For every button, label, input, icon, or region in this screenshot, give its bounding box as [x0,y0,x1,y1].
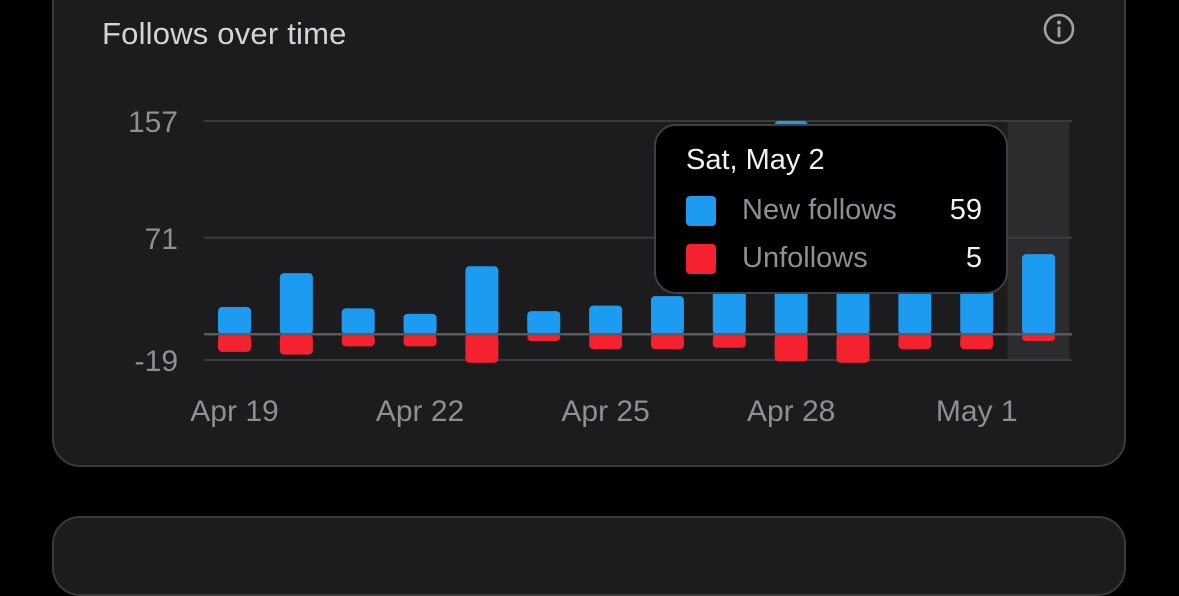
card-title: Follows over time [102,16,347,51]
chart-tooltip: Sat, May 2 New follows 59 Unfollows 5 [654,124,1008,294]
bar-unfollows [836,334,870,363]
tooltip-row-new-follows: New follows 59 [686,194,982,228]
y-tick-label: 71 [145,223,178,256]
bar-unfollows [960,334,994,350]
x-tick-label: Apr 28 [747,395,835,428]
tooltip-label: Unfollows [742,242,868,274]
follows-chart: 157 71 -19 Apr 19 Apr 22 Apr 25 Apr 28 May 1 [128,106,1072,428]
tooltip-date: Sat, May 2 [686,144,825,176]
bar-unfollows [589,334,623,350]
bar-unfollows [527,334,561,341]
bar-unfollows [279,334,313,355]
y-tick-label: -19 [135,345,178,378]
info-circle-icon[interactable] [1042,12,1076,46]
x-tick-label: Apr 19 [190,395,278,428]
unfollows-swatch [686,244,716,274]
new-follows-swatch [686,196,716,226]
bar-new-follows [279,273,313,335]
bar-unfollows [774,334,808,362]
bar-new-follows [527,311,561,335]
bar-unfollows [712,334,746,348]
y-tick-label: 157 [128,106,178,139]
bar-new-follows [218,307,251,335]
bar-new-follows [403,313,437,335]
bar-new-follows [1022,254,1056,335]
bar-new-follows [465,266,499,335]
bar-unfollows [465,334,499,363]
x-tick-label: Apr 25 [561,395,649,428]
bar-new-follows [341,308,375,335]
tooltip-label: New follows [742,194,897,226]
x-tick-label: May 1 [936,395,1018,428]
bar-new-follows [650,296,684,335]
x-tick-label: Apr 22 [376,395,464,428]
bar-unfollows [341,334,375,347]
bar-new-follows [589,305,623,335]
bar-unfollows [218,334,251,352]
tooltip-value: 59 [949,194,982,226]
bar-unfollows [650,334,684,350]
bar-unfollows [898,334,932,350]
tooltip-row-unfollows: Unfollows 5 [686,242,982,276]
bar-unfollows [1022,334,1056,341]
bar-unfollows [403,334,437,347]
tooltip-value: 5 [965,242,982,274]
